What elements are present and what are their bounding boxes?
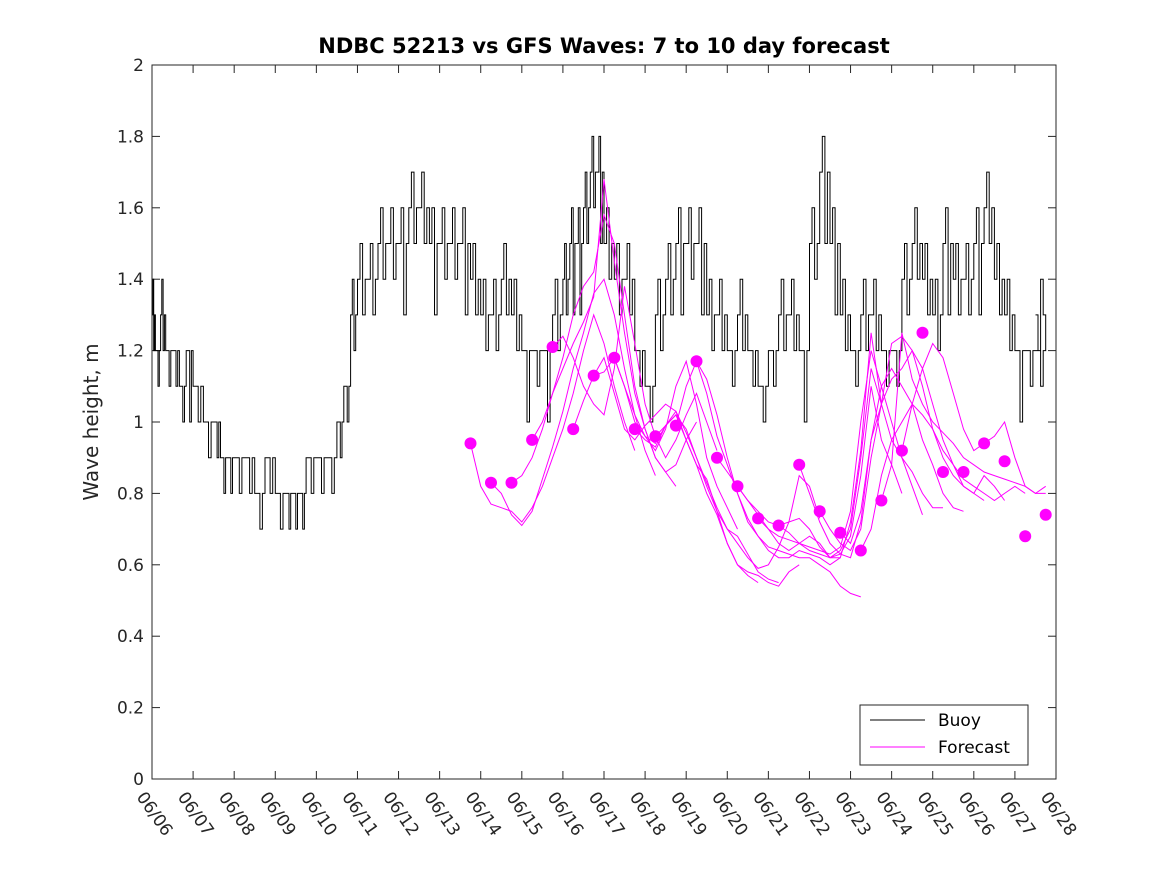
legend-forecast-label: Forecast <box>938 738 1010 758</box>
forecast-run-line <box>552 286 718 459</box>
legend-buoy-label: Buoy <box>938 711 981 731</box>
forecast-marker <box>608 351 621 364</box>
forecast-marker <box>937 466 949 478</box>
forecast-markers <box>464 326 1052 557</box>
forecast-run-line <box>860 403 1026 551</box>
forecast-run-line <box>819 349 985 552</box>
forecast-marker <box>587 369 600 382</box>
y-tick-label: 0.2 <box>117 699 144 719</box>
forecast-marker <box>546 341 559 353</box>
forecast-run-line <box>696 361 861 598</box>
forecast-marker <box>690 355 703 368</box>
forecast-marker <box>875 494 888 507</box>
chart-title: NDBC 52213 vs GFS Waves: 7 to 10 day for… <box>318 34 889 58</box>
forecast-marker <box>772 519 785 532</box>
forecast-run-line <box>880 332 1046 501</box>
y-tick-label: 0 <box>133 770 144 790</box>
forecast-marker <box>526 433 539 446</box>
forecast-run-line <box>490 278 656 527</box>
forecast-run-line <box>470 313 636 523</box>
y-tick-label: 1 <box>133 413 144 433</box>
y-axis-label: Wave height, m <box>79 343 103 500</box>
buoy-line <box>152 135 1047 530</box>
y-tick-label: 1.2 <box>117 342 144 362</box>
y-tick-label: 1.4 <box>117 270 144 290</box>
forecast-series <box>470 179 1046 598</box>
forecast-run-line <box>634 414 800 587</box>
forecast-run-line <box>737 386 903 559</box>
forecast-marker <box>834 526 847 539</box>
forecast-marker <box>669 419 682 432</box>
forecast-marker <box>628 423 641 436</box>
forecast-marker <box>998 455 1011 468</box>
forecast-run-line <box>655 414 821 569</box>
forecast-marker <box>854 544 867 557</box>
forecast-marker <box>752 512 765 525</box>
forecast-marker <box>978 437 991 450</box>
forecast-run-line <box>839 335 1006 545</box>
legend-box <box>859 704 1029 766</box>
y-tick-label: 2 <box>133 56 144 76</box>
forecast-marker <box>485 476 497 489</box>
forecast-marker <box>793 458 806 471</box>
axes-box <box>151 64 1057 780</box>
y-tick-label: 0.8 <box>117 484 144 504</box>
forecast-marker <box>505 476 518 489</box>
forecast-run-line <box>572 356 738 530</box>
forecast-marker <box>1039 508 1052 521</box>
forecast-run-line <box>901 342 1046 495</box>
forecast-run-line <box>778 368 943 559</box>
y-tick-label: 0.6 <box>117 556 144 576</box>
forecast-marker <box>916 326 929 339</box>
forecast-marker <box>1019 530 1032 543</box>
forecast-marker <box>957 466 970 478</box>
y-axis-ticks: 0 0.2 0.4 0.6 0.8 1 1.2 1.4 1.6 1.8 2 <box>117 56 1056 790</box>
y-tick-label: 0.4 <box>117 627 144 647</box>
forecast-marker <box>567 423 580 436</box>
forecast-marker <box>813 505 826 518</box>
y-tick-label: 1.8 <box>117 127 144 147</box>
forecast-run-line <box>798 367 964 559</box>
legend: Buoy Forecast <box>859 704 1029 766</box>
forecast-marker <box>731 480 744 493</box>
forecast-marker <box>711 451 723 464</box>
forecast-marker <box>895 444 908 457</box>
buoy-series <box>152 135 1047 530</box>
y-tick-label: 1.6 <box>117 199 144 219</box>
forecast-run-line <box>531 179 697 473</box>
forecast-marker <box>464 437 477 450</box>
forecast-marker <box>649 430 662 443</box>
